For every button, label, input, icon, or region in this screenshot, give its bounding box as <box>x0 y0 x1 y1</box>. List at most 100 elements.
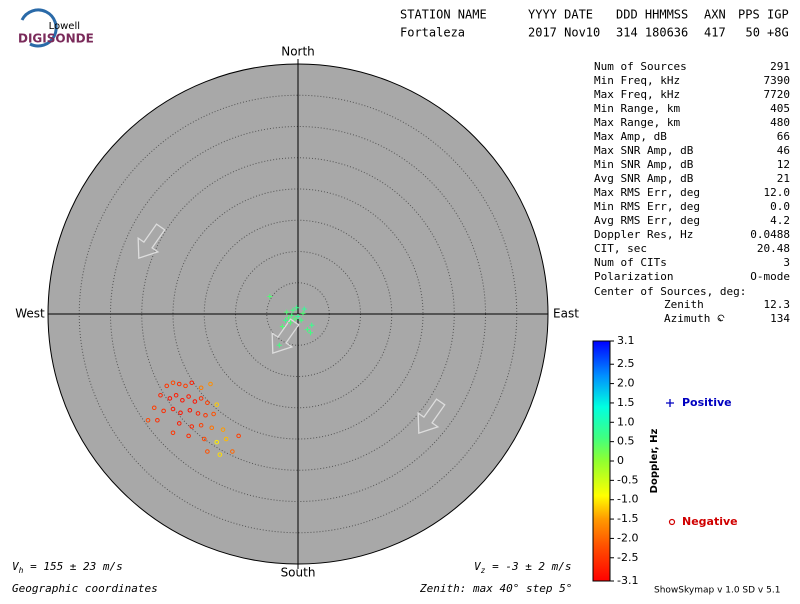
east: East <box>553 307 579 321</box>
center-value: 134 <box>770 312 790 325</box>
header-column: YYYY DATE <box>528 8 593 22</box>
center-title: Center of Sources, deg: <box>594 285 746 298</box>
stat-value: 20.48 <box>757 242 790 255</box>
source-negative <box>176 381 182 387</box>
source-positive <box>286 315 292 321</box>
source-negative <box>158 392 163 398</box>
source-positive <box>292 316 298 322</box>
source-positive <box>300 310 306 316</box>
colorbar <box>592 340 611 582</box>
center-value: 12.3 <box>764 298 791 311</box>
source-positive <box>276 342 282 348</box>
stat-label: Num of Sources <box>594 60 687 73</box>
source-positive <box>304 327 310 333</box>
colorbar-tick-label: 0 <box>617 454 624 467</box>
source-negative <box>187 407 193 413</box>
stat-label: Min Freq, kHz <box>594 74 680 87</box>
source-positive <box>295 314 301 319</box>
stat-label: Min Range, km <box>594 102 680 115</box>
source-negative <box>209 425 215 431</box>
source-negative <box>161 408 166 414</box>
source-negative <box>195 411 201 416</box>
colorbar-tick-label: -1.0 <box>617 493 638 506</box>
source-negative <box>192 399 198 404</box>
source-positive <box>308 330 313 336</box>
source-negative <box>155 417 160 423</box>
stat-value: 7720 <box>764 88 791 101</box>
source-negative <box>170 406 176 412</box>
north: North <box>281 45 315 59</box>
velocity-symbol: V <box>474 560 482 573</box>
source-positive <box>289 312 295 318</box>
stat-value: O-mode <box>750 270 790 283</box>
velocity-sub: z <box>481 566 486 575</box>
velocity-symbol: V <box>12 560 20 573</box>
colorbar-tick-label: -2.5 <box>617 551 638 564</box>
source-negative <box>173 392 179 398</box>
stat-value: 46 <box>777 144 790 157</box>
velocity: Vz = -3 ± 2 m/s <box>474 560 572 575</box>
stat-label: Polarization <box>594 270 673 283</box>
stat-label: Max RMS Err, deg <box>594 186 700 199</box>
drift-arrow <box>137 223 166 259</box>
colorbar-tick-label: -3.1 <box>617 574 638 587</box>
stat-label: Min SNR Amp, dB <box>594 158 694 171</box>
source-negative <box>214 402 220 407</box>
colorbar-tick-label: -2.0 <box>617 531 638 544</box>
source-positive <box>301 306 307 312</box>
source-negative <box>186 433 191 439</box>
colorbar-label: Doppler, Hz <box>649 429 660 494</box>
header-value: 2017 Nov10 <box>528 26 600 40</box>
colorbar-tick-label: -1.5 <box>617 512 638 525</box>
source-negative <box>145 417 151 423</box>
colorbar-tick-label: 1.5 <box>617 396 635 409</box>
velocity-text: = 155 ± 23 m/s <box>23 560 122 573</box>
source-positive <box>288 320 293 326</box>
source-negative <box>167 396 173 401</box>
source-negative <box>211 411 216 417</box>
colorbar-tick-label: -0.5 <box>617 473 638 486</box>
source-negative <box>183 383 188 389</box>
source-positive <box>267 294 273 299</box>
center-label: Zenith <box>664 298 704 311</box>
legend-marker <box>666 399 674 407</box>
source-positive <box>279 324 285 329</box>
logo-top: Lowell <box>49 21 80 32</box>
south: South <box>281 566 316 580</box>
source-negative <box>205 449 210 454</box>
version: ShowSkymap v 1.0 SD v 5.1 <box>654 586 780 596</box>
velocity: Vh = 155 ± 23 m/s <box>12 560 123 575</box>
center-label: Azimuth <box>664 312 710 325</box>
stat-label: Min RMS Err, deg <box>594 200 700 213</box>
legend-marker <box>668 518 676 526</box>
header-column: IGP <box>767 8 789 22</box>
source-positive <box>284 309 290 315</box>
legend-label: Positive <box>682 396 732 409</box>
colorbar-tick-label: 2.0 <box>617 377 635 390</box>
velocity-sub: h <box>19 566 24 575</box>
source-positive <box>309 322 315 328</box>
source-negative <box>170 430 176 436</box>
source-negative <box>151 405 157 411</box>
header-value: +8G <box>767 26 789 40</box>
stat-value: 4.2 <box>770 214 790 227</box>
header-value: 417 <box>704 26 726 40</box>
stat-label: Max Freq, kHz <box>594 88 680 101</box>
header-column: DDD HHMMSS <box>616 8 688 22</box>
source-positive <box>290 307 296 313</box>
colorbar-tick-label: 1.0 <box>617 415 635 428</box>
source-negative <box>170 380 176 386</box>
drift-arrow <box>417 398 446 434</box>
source-negative <box>214 439 220 445</box>
source-negative <box>189 380 195 386</box>
source-positive <box>294 305 300 311</box>
source-negative <box>180 397 185 403</box>
logo-bottom: DIGISONDE <box>18 32 94 46</box>
header-value: 50 <box>746 26 760 40</box>
source-negative <box>198 385 204 391</box>
source-negative <box>186 394 191 399</box>
source-positive <box>298 317 304 323</box>
stat-value: 0.0 <box>770 200 790 213</box>
colorbar-tick-label: 0.5 <box>617 435 635 448</box>
